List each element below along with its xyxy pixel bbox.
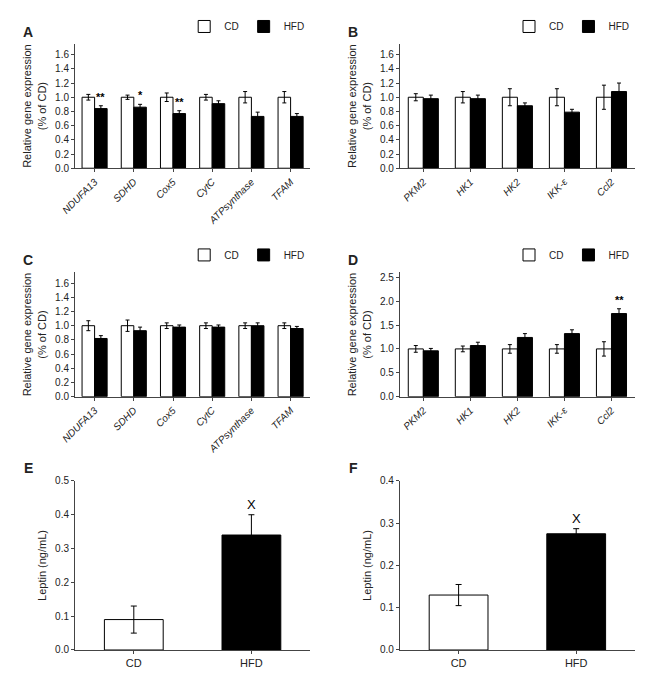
svg-text:0.3: 0.3 <box>380 518 394 529</box>
svg-text:CD: CD <box>224 250 238 261</box>
svg-text:0.2: 0.2 <box>55 149 69 160</box>
svg-text:ATPsynthase: ATPsynthase <box>206 176 256 226</box>
svg-text:**: ** <box>615 294 624 306</box>
svg-text:1.6: 1.6 <box>55 49 69 60</box>
svg-text:C: C <box>23 252 33 268</box>
svg-text:0.4: 0.4 <box>55 134 69 145</box>
svg-text:SDHD: SDHD <box>111 405 139 433</box>
svg-text:Cox5: Cox5 <box>154 176 179 201</box>
svg-text:CD: CD <box>549 21 563 32</box>
svg-text:0.4: 0.4 <box>55 363 69 374</box>
svg-text:1.0: 1.0 <box>55 320 69 331</box>
svg-text:0.0: 0.0 <box>380 644 394 655</box>
svg-text:CytC: CytC <box>194 176 218 200</box>
svg-text:1.0: 1.0 <box>380 343 394 354</box>
svg-text:HFD: HFD <box>608 21 629 32</box>
svg-text:IKK-ε: IKK-ε <box>545 176 570 201</box>
svg-text:D: D <box>348 252 358 268</box>
svg-text:**: ** <box>175 96 184 108</box>
svg-text:1.4: 1.4 <box>55 63 69 74</box>
svg-text:0.2: 0.2 <box>380 560 394 571</box>
svg-text:0.6: 0.6 <box>55 120 69 131</box>
svg-text:Relative gene expression(% of: Relative gene expression(% of CD) <box>346 273 372 397</box>
svg-text:F: F <box>349 460 358 476</box>
svg-text:TFAM: TFAM <box>269 176 296 203</box>
svg-text:CD: CD <box>224 21 238 32</box>
svg-text:X: X <box>247 497 256 512</box>
svg-text:2.5: 2.5 <box>380 272 394 283</box>
svg-text:0.5: 0.5 <box>55 475 69 486</box>
svg-text:E: E <box>24 460 33 476</box>
svg-text:1.2: 1.2 <box>380 78 394 89</box>
svg-text:Ccl2: Ccl2 <box>594 176 616 198</box>
svg-text:0.5: 0.5 <box>380 367 394 378</box>
svg-text:CD: CD <box>451 657 467 669</box>
svg-text:HK2: HK2 <box>501 176 523 198</box>
svg-text:0.0: 0.0 <box>55 644 69 655</box>
svg-text:PKM2: PKM2 <box>401 405 428 432</box>
svg-text:0.2: 0.2 <box>55 377 69 388</box>
svg-text:0.0: 0.0 <box>55 391 69 402</box>
svg-text:0.0: 0.0 <box>380 163 394 174</box>
svg-text:0.4: 0.4 <box>55 509 69 520</box>
svg-text:1.4: 1.4 <box>380 63 394 74</box>
svg-text:Ccl2: Ccl2 <box>594 405 616 427</box>
svg-text:0.8: 0.8 <box>55 106 69 117</box>
svg-text:NDUFA13: NDUFA13 <box>60 176 100 216</box>
svg-text:0.6: 0.6 <box>380 120 394 131</box>
svg-text:0.1: 0.1 <box>55 611 69 622</box>
svg-text:CD: CD <box>549 250 563 261</box>
svg-text:HFD: HFD <box>565 657 588 669</box>
svg-text:B: B <box>348 24 358 40</box>
svg-text:ATPsynthase: ATPsynthase <box>206 405 256 455</box>
svg-text:*: * <box>138 89 143 101</box>
svg-text:1.2: 1.2 <box>55 78 69 89</box>
svg-text:0.4: 0.4 <box>380 475 394 486</box>
svg-text:0.6: 0.6 <box>55 349 69 360</box>
svg-text:1.6: 1.6 <box>380 49 394 60</box>
svg-text:1.0: 1.0 <box>380 92 394 103</box>
svg-text:0.0: 0.0 <box>380 391 394 402</box>
svg-text:Leptin (ng/mL): Leptin (ng/mL) <box>361 530 373 601</box>
svg-text:HK1: HK1 <box>454 176 476 198</box>
svg-text:A: A <box>23 24 33 40</box>
svg-text:Leptin (ng/mL): Leptin (ng/mL) <box>36 530 48 601</box>
svg-text:2.0: 2.0 <box>380 296 394 307</box>
svg-text:1.5: 1.5 <box>380 320 394 331</box>
svg-text:1.2: 1.2 <box>55 306 69 317</box>
svg-text:0.4: 0.4 <box>380 134 394 145</box>
svg-text:IKK-ε: IKK-ε <box>545 404 570 429</box>
svg-text:Relative gene expression(% of: Relative gene expression(% of CD) <box>21 273 47 397</box>
svg-text:HFD: HFD <box>608 250 629 261</box>
svg-text:HK1: HK1 <box>454 405 476 427</box>
svg-text:Relative gene expression(% of: Relative gene expression(% of CD) <box>346 44 372 168</box>
svg-text:0.8: 0.8 <box>55 334 69 345</box>
svg-text:0.0: 0.0 <box>55 163 69 174</box>
svg-text:1.6: 1.6 <box>55 278 69 289</box>
svg-text:0.3: 0.3 <box>55 543 69 554</box>
svg-text:0.8: 0.8 <box>380 106 394 117</box>
svg-text:CytC: CytC <box>194 404 218 428</box>
svg-text:HK2: HK2 <box>501 405 523 427</box>
svg-text:Relative gene expression(% of: Relative gene expression(% of CD) <box>21 44 47 168</box>
svg-text:PKM2: PKM2 <box>401 176 428 203</box>
svg-text:0.2: 0.2 <box>380 149 394 160</box>
svg-text:X: X <box>572 511 581 526</box>
svg-text:NDUFA13: NDUFA13 <box>60 405 100 445</box>
svg-text:Cox5: Cox5 <box>154 405 179 430</box>
svg-text:HFD: HFD <box>284 21 305 32</box>
svg-text:0.2: 0.2 <box>55 577 69 588</box>
svg-text:1.0: 1.0 <box>55 92 69 103</box>
svg-text:0.1: 0.1 <box>380 602 394 613</box>
svg-text:HFD: HFD <box>240 657 263 669</box>
svg-text:1.4: 1.4 <box>55 292 69 303</box>
svg-text:HFD: HFD <box>284 250 305 261</box>
svg-text:CD: CD <box>126 657 142 669</box>
svg-text:SDHD: SDHD <box>111 176 139 204</box>
svg-text:**: ** <box>96 91 105 103</box>
svg-text:TFAM: TFAM <box>269 404 296 431</box>
